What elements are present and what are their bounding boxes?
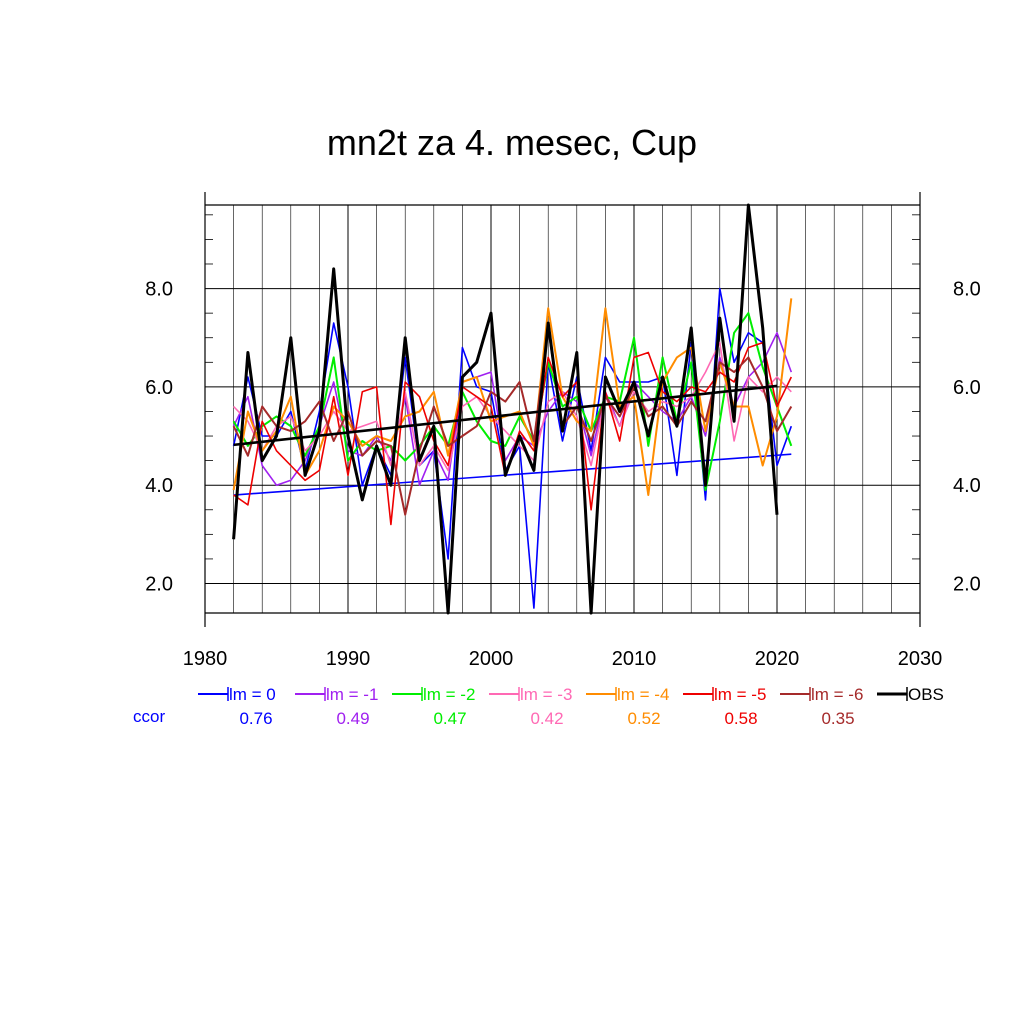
ccor-value-4: 0.52 [627, 709, 660, 728]
y-tick-label-left: 8.0 [145, 279, 173, 301]
legend-label-0: lm = 0 [229, 685, 276, 704]
x-tick-label: 2010 [612, 648, 657, 670]
legend-label-1: lm = -1 [326, 685, 378, 704]
ccor-value-3: 0.42 [530, 709, 563, 728]
y-tick-label-right: 6.0 [953, 377, 981, 399]
legend: lm = 0 0.76 lm = -1 0.49 lm = -2 0.47 lm = -3 0… [133, 685, 944, 728]
ccor-value-1: 0.49 [336, 709, 369, 728]
legend-label-3: lm = -3 [520, 685, 572, 704]
y-tick-label-right: 8.0 [953, 279, 981, 301]
trend-line-0 [233, 453, 792, 496]
legend-label-2: lm = -2 [423, 685, 475, 704]
y-tick-label-left: 6.0 [145, 377, 173, 399]
ccor-value-0: 0.76 [239, 709, 272, 728]
series-lines [232, 203, 793, 615]
y-tick-label-left: 2.0 [145, 574, 173, 596]
series-line-7 [232, 203, 779, 615]
axis-ticks: 1980 1990 2000 2010 2020 2030 2.0 2.0 4.0 4.0 6.0 6… [145, 214, 981, 670]
plot-frame [204, 192, 921, 627]
ccor-label: ccor [133, 707, 165, 726]
ccor-value-6: 0.35 [821, 709, 854, 728]
trend-line-7 [233, 384, 778, 447]
y-tick-label-right: 4.0 [953, 475, 981, 497]
x-tick-label: 1990 [326, 648, 371, 670]
legend-label-4: lm = -4 [617, 685, 669, 704]
x-tick-label: 1980 [183, 648, 228, 670]
ccor-value-2: 0.47 [433, 709, 466, 728]
series-line-2 [232, 312, 793, 492]
x-tick-label: 2030 [898, 648, 943, 670]
chart-title: mn2t za 4. mesec, Cup [326, 122, 698, 163]
x-tick-label: 2020 [755, 648, 800, 670]
legend-label-6: lm = -6 [811, 685, 863, 704]
y-tick-label-left: 4.0 [145, 475, 173, 497]
x-tick-label: 2000 [469, 648, 514, 670]
y-tick-label-right: 2.0 [953, 574, 981, 596]
ccor-value-5: 0.58 [724, 709, 757, 728]
legend-label-7: OBS [908, 685, 944, 704]
legend-label-5: lm = -5 [714, 685, 766, 704]
